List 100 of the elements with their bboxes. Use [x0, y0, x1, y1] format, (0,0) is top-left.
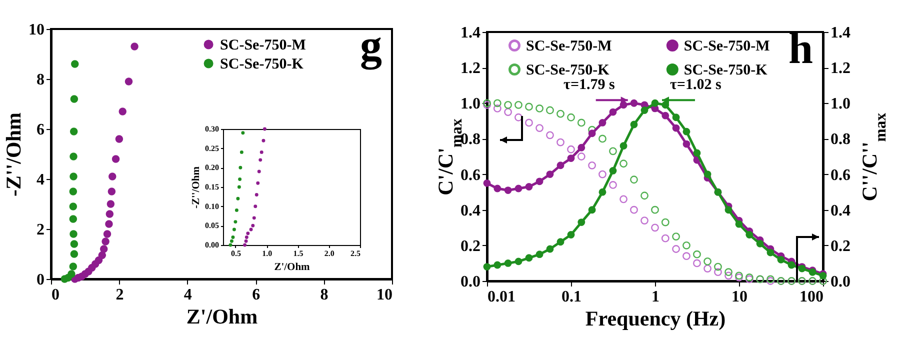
point	[567, 113, 575, 122]
point	[567, 154, 575, 162]
point	[567, 231, 575, 238]
x-tick-label: 10	[376, 286, 392, 304]
point	[724, 268, 732, 276]
point	[525, 118, 533, 127]
point	[100, 245, 108, 253]
point	[68, 270, 76, 278]
point	[483, 263, 491, 270]
point	[682, 140, 690, 148]
x-axis-title: Z'/Ohm	[274, 262, 310, 273]
point	[724, 272, 732, 280]
point	[256, 181, 260, 185]
point	[130, 42, 138, 50]
point	[651, 224, 659, 232]
x-tick-label: 1.5	[293, 249, 304, 258]
point	[724, 206, 732, 214]
y-tick-label: 0.00	[205, 240, 219, 250]
point	[514, 258, 522, 266]
point	[237, 185, 241, 189]
point	[598, 188, 606, 196]
point	[494, 184, 502, 192]
point	[546, 245, 554, 253]
point	[493, 104, 502, 112]
legend-label: SC-Se-750-M	[684, 38, 770, 54]
point	[103, 230, 112, 238]
point	[777, 256, 785, 264]
point	[578, 218, 586, 226]
point	[746, 231, 754, 238]
y-tick-label: 1.0	[460, 96, 480, 113]
point	[106, 200, 115, 208]
point	[504, 108, 512, 116]
point	[556, 110, 564, 118]
point	[556, 162, 564, 170]
point	[536, 178, 544, 186]
y2-tick-label: 0.6	[830, 166, 850, 184]
point	[704, 257, 712, 266]
point	[630, 206, 638, 214]
point	[620, 142, 628, 150]
point	[234, 220, 238, 224]
y-axis-title: -Z''/Ohm	[191, 166, 202, 209]
point	[252, 216, 256, 220]
y-tick-label: 8	[36, 72, 44, 88]
x-tick-label: 4	[184, 286, 192, 304]
y2-tick-label: 0.0	[830, 274, 850, 290]
point	[238, 178, 242, 181]
point	[115, 135, 124, 143]
point	[630, 120, 638, 128]
point	[70, 60, 79, 68]
x-tick-label: 10	[732, 288, 748, 306]
point	[244, 239, 248, 243]
y-tick-label: 0.10	[205, 202, 219, 211]
point	[232, 228, 236, 232]
x-tick-label: 0.5	[230, 249, 241, 258]
y-tick-label: 0.30	[205, 124, 219, 134]
y-tick-label: 0.15	[205, 182, 219, 192]
legend-label: SC-Se-750-M	[526, 38, 612, 54]
legend-label: SC-Se-750-M	[220, 38, 306, 54]
point	[693, 259, 701, 268]
point	[504, 186, 512, 194]
point	[514, 100, 522, 109]
point	[228, 243, 232, 247]
point	[556, 138, 564, 146]
point	[598, 170, 606, 178]
point	[240, 150, 244, 154]
point	[661, 218, 670, 226]
legend-label: SC-Se-750-K	[220, 56, 304, 72]
point	[70, 128, 78, 136]
point	[651, 206, 659, 214]
y-tick-label: 0.6	[460, 166, 480, 184]
point	[672, 114, 680, 122]
point	[251, 224, 255, 228]
annotation: h	[788, 24, 813, 73]
point	[662, 101, 670, 109]
point	[483, 179, 491, 187]
point	[536, 124, 544, 132]
x-tick-label: 100	[800, 288, 824, 306]
point	[609, 167, 617, 174]
point	[682, 252, 690, 260]
point	[106, 210, 114, 218]
x-tick-label: 0.1	[562, 288, 582, 306]
point	[536, 250, 544, 258]
point	[620, 160, 628, 168]
point	[577, 118, 586, 127]
y2-tick-label: 1.0	[830, 96, 850, 113]
x-tick-label: 1	[652, 288, 660, 306]
point	[640, 192, 648, 200]
point	[257, 170, 261, 174]
point	[556, 238, 564, 246]
point	[70, 230, 78, 238]
point	[609, 147, 617, 156]
x-axis-title: Z'/Ohm	[186, 304, 258, 328]
point	[238, 166, 242, 170]
point	[254, 204, 258, 208]
point	[651, 99, 659, 107]
point	[258, 158, 262, 162]
point	[70, 152, 78, 160]
point	[493, 99, 502, 108]
y-tick-label: 10	[28, 22, 44, 38]
x-tick-label: 8	[320, 286, 328, 304]
